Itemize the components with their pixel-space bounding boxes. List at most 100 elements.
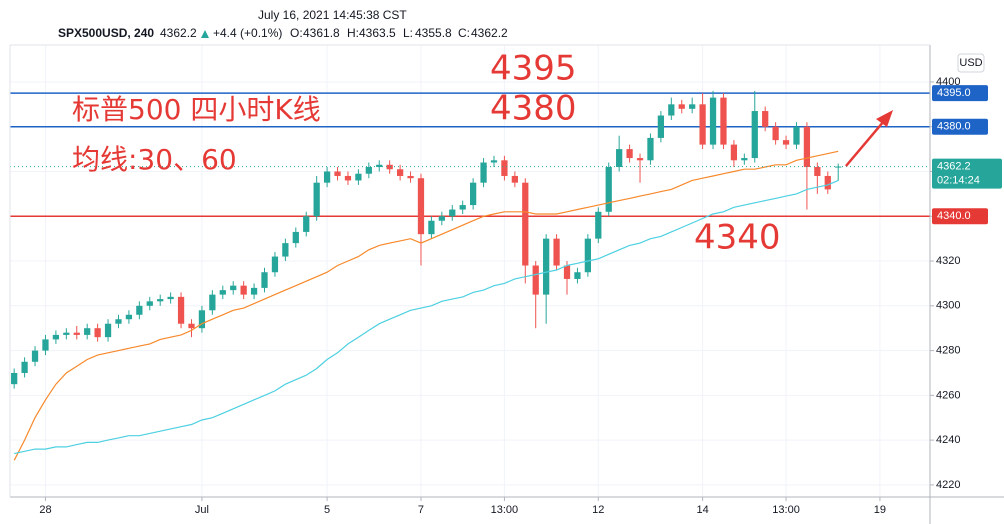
candle-body — [250, 287, 258, 295]
ohlc-label: L: — [403, 26, 413, 40]
ohlc-label: H: — [347, 26, 359, 40]
candle-body — [678, 104, 685, 109]
candle-body — [292, 231, 299, 244]
candle-body — [782, 140, 790, 145]
candle-body — [490, 160, 498, 163]
candle-body — [177, 296, 185, 324]
last-price: 4362.2 — [160, 26, 197, 40]
change: +4.4 (+0.1%) — [213, 26, 282, 40]
annotation: 标普500 四小时K线 — [72, 93, 321, 126]
candle-body — [699, 104, 706, 145]
candle-body — [334, 171, 341, 176]
candle-body — [396, 169, 404, 176]
candle-body — [125, 314, 133, 320]
candle-body — [689, 104, 696, 109]
candle-body — [501, 160, 508, 176]
symbol: SPX500USD, 240 — [58, 26, 154, 40]
candle-body — [522, 182, 529, 266]
candle-body — [532, 265, 539, 295]
candle-body — [563, 265, 571, 279]
ohlc-label: O: — [290, 26, 303, 40]
y-tick-label: 4260 — [936, 389, 960, 401]
candle-body — [793, 126, 800, 145]
candle-body — [115, 319, 122, 324]
candle-body — [146, 301, 153, 306]
price-level-label: 4380.0 — [937, 121, 971, 133]
arrow-head — [876, 110, 893, 127]
y-tick-label: 4280 — [936, 344, 960, 356]
candle-body — [167, 296, 174, 300]
moving-average — [13, 150, 839, 461]
candle-body — [636, 158, 644, 161]
candle-body — [668, 104, 675, 116]
candle-body — [584, 238, 591, 273]
price-level-tag — [932, 118, 988, 135]
x-tick-label: 19 — [874, 504, 886, 516]
candle-body — [605, 167, 612, 212]
candle-body — [616, 149, 623, 168]
x-tick-label: 7 — [418, 504, 424, 516]
price-level-tag — [932, 85, 988, 102]
candle-body — [438, 216, 445, 221]
y-tick-label: 4220 — [936, 479, 960, 491]
x-tick-label: 13:00 — [491, 504, 519, 516]
ohlc-value: 4355.8 — [415, 26, 452, 40]
candle-body — [553, 238, 560, 266]
candle-body — [21, 361, 28, 373]
ohlc-label: C: — [458, 26, 470, 40]
candle-body — [303, 216, 310, 232]
up-arrow-icon — [201, 30, 209, 38]
candle-body — [417, 178, 425, 235]
plot-area — [10, 90, 930, 461]
currency: USD — [959, 57, 982, 69]
candle-body — [261, 272, 268, 288]
arrow — [845, 120, 885, 167]
candle-body — [386, 164, 393, 170]
y-tick-label: 4240 — [936, 434, 960, 446]
candle-body — [376, 164, 383, 168]
x-tick-label: 13:00 — [772, 504, 800, 516]
candle-body — [11, 372, 18, 385]
annotation: 4380 — [490, 89, 577, 129]
moving-average — [14, 179, 839, 455]
candle-body — [574, 272, 581, 279]
candle-body — [824, 175, 831, 190]
candle-body — [730, 144, 738, 161]
candle-body — [282, 243, 289, 257]
candle-body — [31, 350, 39, 362]
candle-body — [344, 175, 352, 181]
x-tick-label: Jul — [195, 504, 209, 516]
candle-body — [230, 285, 237, 291]
y-tick-label: 4300 — [936, 300, 960, 312]
candle-body — [626, 149, 633, 159]
candle-body — [741, 158, 748, 161]
candle-body — [720, 97, 727, 145]
candle-body — [449, 209, 456, 217]
candle-body — [42, 339, 49, 351]
candle-body — [188, 323, 195, 329]
timestamp: July 16, 2021 14:45:38 CST — [258, 8, 407, 22]
x-tick-label: 14 — [696, 504, 708, 516]
candle-body — [209, 294, 216, 311]
x-tick-label: 5 — [324, 504, 330, 516]
candle-body — [647, 137, 654, 161]
candle-body — [470, 182, 477, 206]
candle-body — [511, 175, 518, 183]
candle-body — [709, 97, 717, 145]
candle-body — [63, 332, 70, 335]
x-tick-label: 12 — [592, 504, 604, 516]
y-tick-label: 4400 — [936, 76, 960, 88]
candle-body — [543, 238, 550, 295]
current-price-tag — [932, 158, 1002, 189]
candle-body — [52, 334, 60, 340]
candle-body — [355, 173, 362, 181]
candle-body — [136, 305, 143, 315]
candle-body — [657, 115, 665, 138]
candle-body — [94, 328, 101, 338]
currency-box — [957, 53, 985, 73]
current-price-label: 4362.2 — [937, 160, 971, 172]
candle-body — [219, 290, 226, 295]
y-tick-label: 4320 — [936, 255, 960, 267]
candle-body — [271, 256, 279, 273]
candle-body — [198, 310, 206, 329]
